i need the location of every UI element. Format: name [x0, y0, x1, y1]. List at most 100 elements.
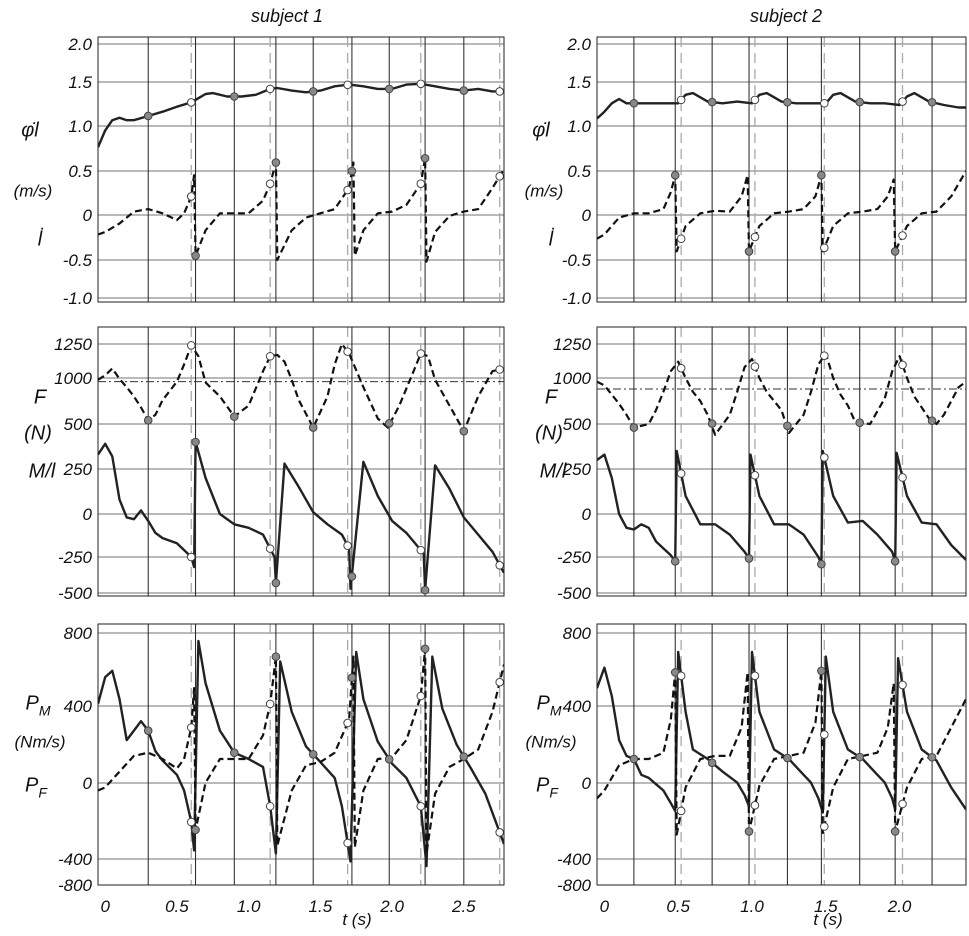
event-marker-open [898, 360, 907, 370]
event-marker-open [750, 232, 760, 242]
event-marker-open [820, 351, 829, 360]
event-marker-open [186, 341, 196, 350]
event-marker [855, 418, 865, 428]
event-marker-open [416, 349, 426, 358]
event-marker-open [676, 234, 686, 244]
event-marker-open [265, 699, 275, 709]
plot-frame [97, 326, 505, 597]
event-marker [629, 754, 639, 764]
event-marker [890, 557, 900, 566]
y-tick-label: -400 [58, 850, 93, 869]
y-tick-label: 0.5 [68, 162, 92, 181]
y-tick-label: -250 [58, 548, 93, 567]
x-tick-label: 2.5 [451, 897, 476, 916]
event-marker [927, 97, 937, 107]
y-tick-label: 250 [63, 460, 93, 479]
x-tick-label: 0.5 [165, 897, 189, 916]
event-marker [143, 111, 153, 121]
event-marker [308, 423, 318, 432]
event-marker [927, 752, 937, 762]
event-marker-open [676, 469, 686, 478]
event-marker [229, 412, 239, 421]
event-marker [744, 827, 754, 836]
event-marker-open [820, 730, 829, 739]
x-tick-label: 1.5 [309, 897, 333, 916]
series-line-solid [597, 91, 966, 120]
chart-subject-1: 2.0 1.5 1.0 0.5 0 -0.5 -1.0 φ̇l (m/s) l̇ 1250 1000 5… [14, 35, 505, 929]
y-label-bottom: PF [536, 775, 559, 801]
y-label-bottom: l̇ [549, 228, 555, 250]
event-marker-open [416, 79, 426, 89]
event-marker [384, 419, 394, 428]
plot-frame [596, 326, 967, 597]
y-tick-label: -1.0 [562, 289, 592, 308]
event-marker [420, 585, 430, 595]
event-marker-open [676, 671, 686, 681]
series-line-solid [98, 639, 504, 868]
panel-velocity: 2.0 1.5 1.0 0.5 0 -0.5 -1.0 φ̇l (m/s) l̇ [14, 35, 505, 308]
y-tick-label: 250 [562, 460, 592, 479]
event-marker [271, 578, 281, 588]
event-marker [191, 251, 200, 260]
event-marker-open [750, 95, 760, 105]
event-marker [817, 559, 826, 569]
y-tick-label: 1000 [553, 369, 591, 388]
event-marker-open [898, 680, 907, 690]
event-marker-open [265, 179, 275, 188]
event-marker [384, 84, 394, 94]
event-marker [384, 755, 394, 764]
event-marker [143, 416, 153, 425]
series-line-solid [597, 449, 966, 566]
y-tick-label: -1.0 [63, 289, 93, 308]
y-tick-label: 1.0 [567, 117, 591, 136]
event-marker [744, 247, 754, 256]
series-line-dashed [597, 170, 966, 253]
series-line-solid [98, 82, 504, 148]
event-marker-open [898, 473, 907, 482]
event-marker [308, 749, 318, 759]
event-marker [744, 554, 754, 563]
event-marker-open [186, 192, 196, 201]
series-line-dashed [98, 342, 504, 433]
x-tick-label: 0.5 [666, 897, 690, 916]
event-marker-open [676, 363, 686, 373]
y-tick-label: -400 [557, 850, 592, 869]
x-tick-label: 0 [100, 897, 110, 916]
event-marker-open [186, 723, 196, 732]
event-marker [629, 98, 639, 108]
event-marker-open [343, 541, 352, 550]
event-marker [890, 827, 900, 836]
event-marker-open [820, 98, 829, 108]
y-tick-label: 1250 [553, 335, 591, 354]
event-marker-open [495, 365, 504, 374]
y-tick-label: 0 [83, 774, 93, 793]
series-line-dashed [98, 647, 504, 855]
event-marker-open [898, 799, 907, 809]
event-marker-open [343, 80, 352, 90]
y-tick-label: 2.0 [566, 35, 591, 54]
event-marker-open [416, 691, 426, 701]
event-marker-open [750, 801, 760, 810]
event-marker [191, 437, 200, 447]
event-marker-open [898, 231, 907, 240]
event-marker [783, 97, 792, 107]
event-marker-open [186, 98, 196, 107]
event-marker [191, 825, 200, 835]
event-marker-open [265, 351, 275, 361]
y-tick-label: 500 [64, 415, 93, 434]
event-marker-open [676, 806, 686, 816]
y-tick-label: 1000 [54, 369, 92, 388]
y-tick-label: -500 [58, 584, 93, 603]
event-marker [707, 758, 717, 768]
event-marker [927, 416, 937, 425]
event-marker-open [495, 171, 504, 181]
series-line-solid [597, 650, 966, 814]
y-label-unit: (Nm/s) [15, 733, 66, 752]
event-marker [670, 170, 680, 180]
y-label-unit: (N) [24, 423, 52, 445]
panel-power: 800 400 0 -400 -800 PM (Nm/s) PF 0 0.5 1.0 1.5 2.0 2.… [15, 623, 505, 929]
y-tick-label: 1250 [54, 335, 92, 354]
y-tick-label: -0.5 [63, 251, 93, 270]
x-axis-label: t (s) [813, 910, 842, 929]
